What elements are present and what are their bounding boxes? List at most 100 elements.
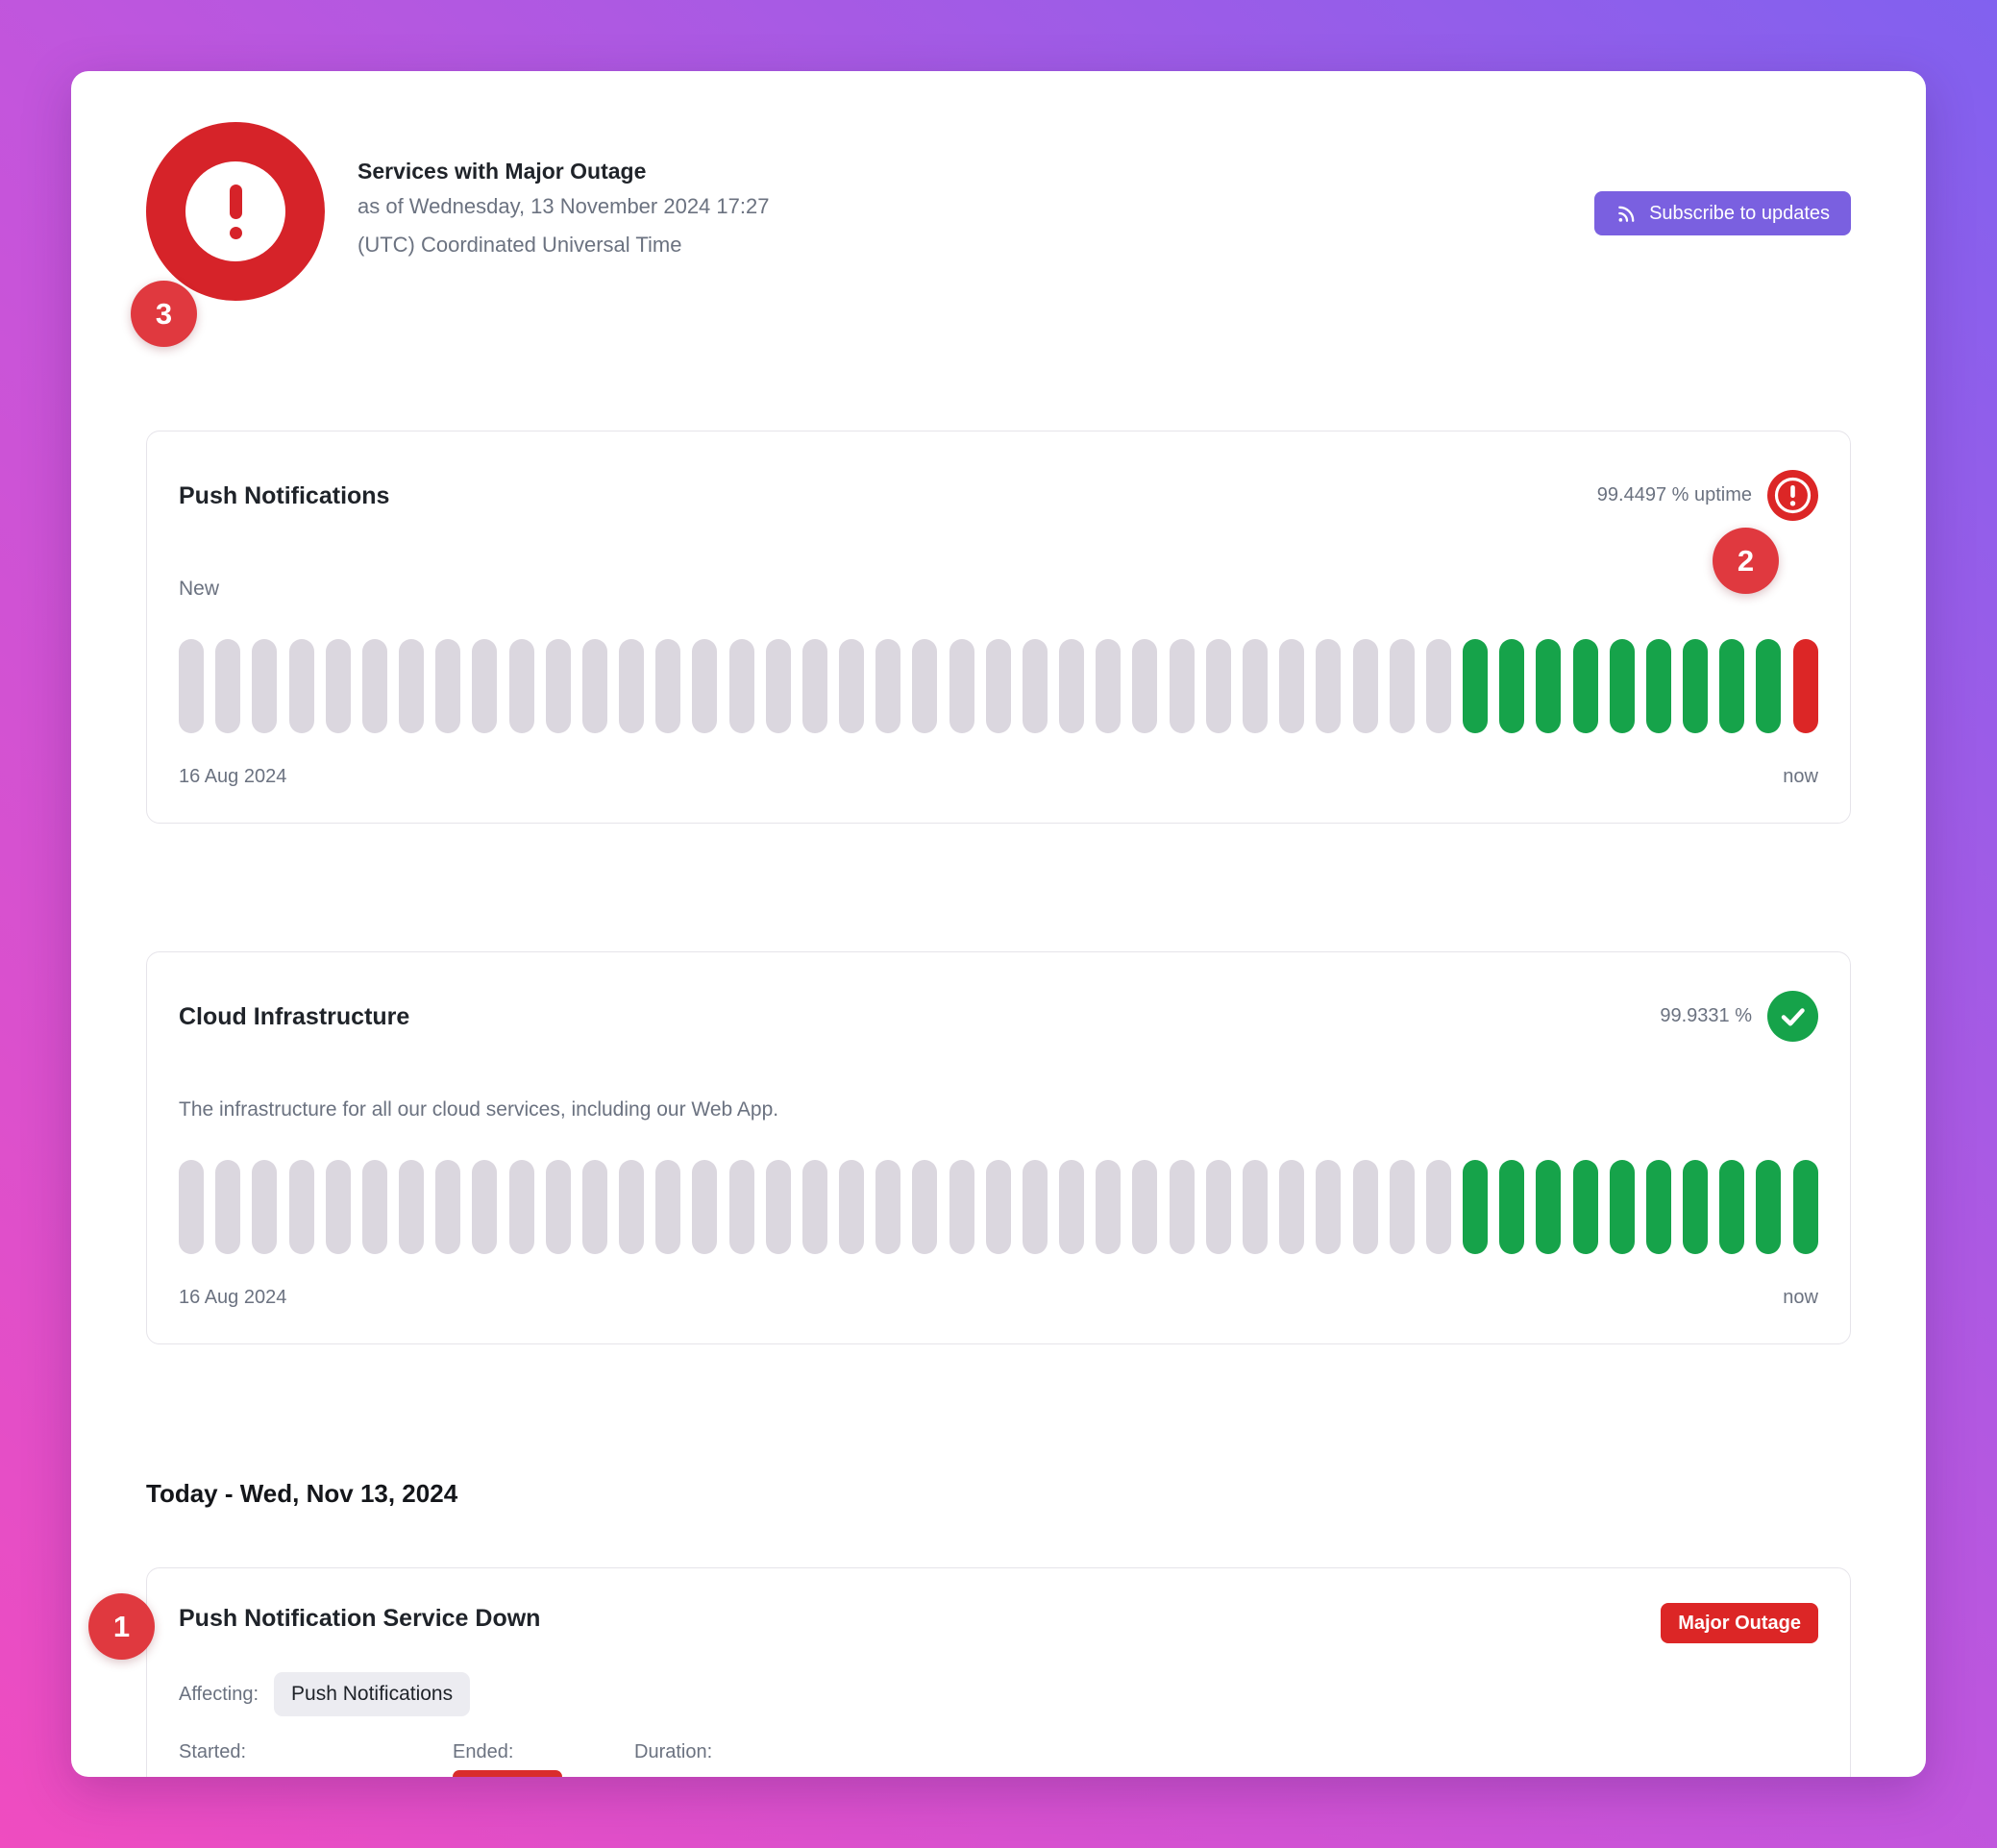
uptime-bar: [1389, 639, 1415, 733]
uptime-bar: [1242, 639, 1268, 733]
uptime-bar: [1352, 639, 1378, 733]
uptime-bar-chart: [179, 639, 1818, 733]
uptime-bar: [839, 639, 865, 733]
service-card-cloud-infrastructure: Cloud Infrastructure 99.9331 % The infra…: [146, 951, 1851, 1344]
uptime-bar: [1132, 1160, 1158, 1254]
service-description: The infrastructure for all our cloud ser…: [179, 1098, 779, 1121]
service-description: New: [179, 578, 220, 600]
uptime-bar: [1096, 1160, 1122, 1254]
header: Services with Major Outage as of Wednesd…: [146, 71, 1851, 301]
uptime-bar: [839, 1160, 865, 1254]
incident-meta-row: Started: 13 Nov 24 14:32:22 Ended: Ongoi…: [179, 1739, 1818, 1777]
uptime-bar: [252, 639, 278, 733]
incident-title: Push Notification Service Down: [179, 1605, 541, 1632]
subscribe-button-label: Subscribe to updates: [1649, 202, 1830, 224]
ended-column: Ended: Ongoing: [453, 1739, 634, 1777]
uptime-bar: [361, 639, 387, 733]
timestamp-line: as of Wednesday, 13 November 2024 17:27: [357, 194, 770, 218]
uptime-bar: [1316, 639, 1342, 733]
severity-badge: Major Outage: [1661, 1603, 1818, 1643]
uptime-bar: [1683, 1160, 1709, 1254]
uptime-bar: [545, 639, 571, 733]
uptime-bar: [728, 1160, 754, 1254]
rss-icon: [1618, 206, 1635, 222]
uptime-bar: [1463, 639, 1489, 733]
uptime-bar: [801, 1160, 827, 1254]
service-name: Push Notifications: [179, 481, 390, 509]
service-card-title-row: Cloud Infrastructure 99.9331 %: [179, 991, 1818, 1042]
status-page-card: Services with Major Outage as of Wednesd…: [71, 71, 1926, 1777]
uptime-bar: [949, 1160, 974, 1254]
uptime-bar: [545, 1160, 571, 1254]
uptime-bar: [765, 1160, 791, 1254]
uptime-bar: [875, 639, 901, 733]
affecting-label: Affecting:: [179, 1683, 259, 1705]
ongoing-badge: Ongoing: [453, 1770, 563, 1777]
range-start-date: 16 Aug 2024: [179, 766, 287, 787]
uptime-bar: [1096, 639, 1122, 733]
duration-column: Duration: 2 minutes 55 seconds: [634, 1739, 840, 1777]
date-range-row: 16 Aug 2024 now: [179, 1285, 1818, 1310]
uptime-bar: [765, 639, 791, 733]
uptime-bar: [985, 639, 1011, 733]
page-title: Services with Major Outage: [357, 159, 647, 184]
timeline-date-heading: Today - Wed, Nov 13, 2024: [146, 1479, 458, 1508]
uptime-bar: [1719, 1160, 1745, 1254]
uptime-bar: [1499, 1160, 1525, 1254]
uptime-bar: [1609, 1160, 1635, 1254]
uptime-percentage: 99.4497 % uptime: [1596, 484, 1752, 505]
affected-service-chip[interactable]: Push Notifications: [274, 1672, 471, 1716]
uptime-bar: [1425, 639, 1451, 733]
uptime-bar: [215, 639, 241, 733]
affecting-row: Affecting: Push Notifications: [179, 1672, 1818, 1716]
started-label: Started:: [179, 1741, 247, 1762]
ended-label: Ended:: [453, 1741, 514, 1762]
uptime-bar: [1756, 1160, 1782, 1254]
uptime-bar: [801, 639, 827, 733]
header-text: Services with Major Outage as of Wednesd…: [357, 122, 769, 264]
exclamation-bar: [229, 184, 242, 219]
uptime-bar: [1059, 1160, 1085, 1254]
uptime-bar: [179, 1160, 204, 1254]
subscribe-button[interactable]: Subscribe to updates: [1594, 191, 1851, 235]
uptime-bar: [288, 1160, 314, 1254]
service-card-title-row: Push Notifications 99.4497 % uptime: [179, 470, 1818, 521]
uptime-bar: [1205, 1160, 1231, 1254]
uptime-bar: [325, 1160, 351, 1254]
uptime-percentage: 99.9331 %: [1660, 1005, 1752, 1026]
uptime-bar: [912, 639, 938, 733]
incident-title-row: Push Notification Service Down Major Out…: [179, 1603, 1818, 1643]
operational-check-icon: [1767, 991, 1818, 1042]
range-end-date: now: [1783, 766, 1818, 787]
uptime-bar: [1389, 1160, 1415, 1254]
uptime-bar: [1022, 1160, 1048, 1254]
incident-card: Push Notification Service Down Major Out…: [146, 1567, 1851, 1777]
uptime-bar: [985, 1160, 1011, 1254]
uptime-bar: [435, 1160, 461, 1254]
range-end-date: now: [1783, 1287, 1818, 1308]
uptime-bar: [655, 639, 681, 733]
uptime-bar: [1279, 1160, 1305, 1254]
uptime-bar: [1059, 639, 1085, 733]
uptime-bar: [912, 1160, 938, 1254]
uptime-bar: [1205, 639, 1231, 733]
uptime-bar: [399, 1160, 425, 1254]
uptime-bar: [1609, 639, 1635, 733]
uptime-group: 99.4497 % uptime: [1597, 470, 1818, 521]
uptime-bar: [1169, 1160, 1195, 1254]
uptime-bar: [288, 639, 314, 733]
uptime-bar: [508, 1160, 534, 1254]
uptime-bar: [1572, 1160, 1598, 1254]
timezone-line: (UTC) Coordinated Universal Time: [357, 233, 682, 257]
uptime-bar: [1022, 639, 1048, 733]
uptime-bar: [1756, 639, 1782, 733]
uptime-bar: [252, 1160, 278, 1254]
uptime-bar: [581, 1160, 607, 1254]
uptime-bar: [1683, 639, 1709, 733]
uptime-bar: [472, 1160, 498, 1254]
uptime-bar: [619, 1160, 645, 1254]
uptime-bar: [179, 639, 204, 733]
uptime-bar: [692, 639, 718, 733]
uptime-bar: [399, 639, 425, 733]
